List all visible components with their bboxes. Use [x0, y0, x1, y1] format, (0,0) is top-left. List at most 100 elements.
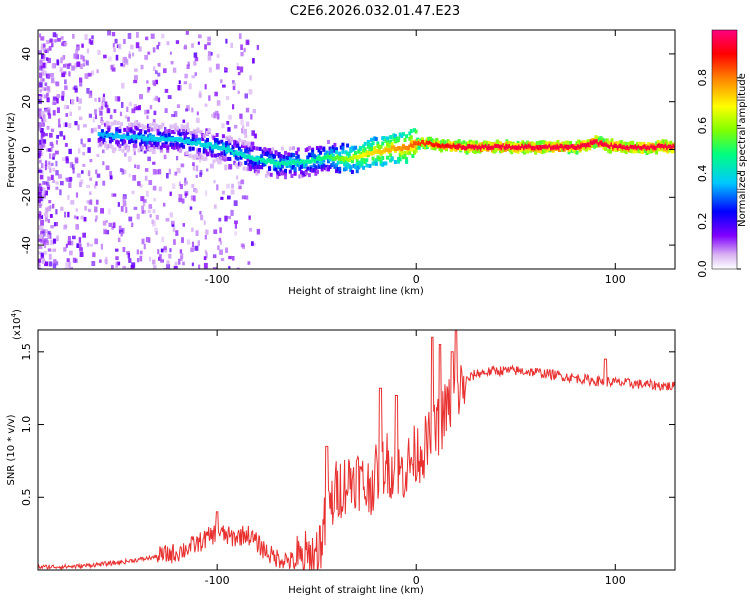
heatmap-cell: [147, 137, 151, 142]
heatmap-cell: [45, 181, 50, 186]
heatmap-cell: [409, 147, 413, 151]
heatmap-cell: [216, 53, 220, 58]
heatmap-cell: [503, 147, 507, 152]
heatmap-cell: [532, 145, 536, 150]
heatmap-cell: [67, 236, 71, 241]
heatmap-cell: [190, 247, 194, 253]
heatmap-cell: [263, 162, 267, 167]
heatmap-cell: [537, 146, 541, 151]
heatmap-cell: [41, 163, 44, 169]
heatmap-cell: [264, 152, 268, 156]
heatmap-cell: [389, 148, 393, 153]
heatmap-cell: [94, 98, 97, 102]
heatmap-cell: [245, 107, 250, 113]
heatmap-cell: [47, 109, 51, 116]
heatmap-cell: [300, 170, 303, 175]
heatmap-cell: [279, 154, 283, 158]
heatmap-cell: [604, 142, 608, 147]
heatmap-cell: [545, 148, 549, 152]
heatmap-cell: [309, 159, 313, 164]
heatmap-cell: [320, 160, 324, 165]
heatmap-cell: [312, 153, 316, 158]
heatmap-cell: [610, 142, 614, 147]
heatmap-cell: [39, 89, 42, 93]
heatmap-cell: [236, 143, 240, 148]
heatmap-cell: [75, 208, 78, 212]
heatmap-cell: [545, 142, 549, 146]
heatmap-cell: [330, 149, 334, 153]
heatmap-cell: [365, 158, 369, 163]
heatmap-cell: [639, 143, 643, 148]
heatmap-cell: [193, 52, 198, 58]
heatmap-cell: [661, 143, 665, 148]
heatmap-cell: [242, 153, 246, 158]
heatmap-cell: [120, 135, 123, 140]
heatmap-cell: [118, 129, 122, 134]
heatmap-cell: [145, 140, 149, 145]
heatmap-cell: [153, 144, 156, 149]
heatmap-cell: [57, 38, 61, 42]
heatmap-cell: [421, 137, 424, 142]
heatmap-cell: [193, 140, 197, 145]
heatmap-cell: [435, 137, 439, 142]
heatmap-cell: [217, 245, 220, 250]
heatmap-cell: [155, 169, 159, 175]
heatmap-cell: [49, 205, 52, 209]
heatmap-cell: [202, 145, 206, 150]
heatmap-cell: [389, 135, 393, 140]
heatmap-cell: [376, 141, 380, 146]
heatmap-cell: [144, 168, 149, 172]
heatmap-cell: [79, 81, 83, 87]
heatmap-cell: [185, 138, 189, 143]
heatmap-cell: [232, 82, 236, 86]
heatmap-cell: [100, 141, 104, 145]
heatmap-cell: [105, 130, 109, 135]
heatmap-cell: [108, 222, 113, 227]
heatmap-cell: [116, 134, 120, 139]
heatmap-cell: [186, 64, 190, 69]
heatmap-cell: [118, 225, 122, 230]
heatmap-cell: [586, 145, 590, 150]
heatmap-cell: [205, 190, 208, 196]
heatmap-cell: [46, 125, 50, 130]
heatmap-cell: [370, 142, 373, 147]
heatmap-cell: [510, 150, 514, 155]
heatmap-cell: [349, 168, 353, 173]
heatmap-cell: [40, 58, 44, 62]
heatmap-cell: [96, 173, 101, 178]
heatmap-cell: [102, 97, 106, 103]
heatmap-cell: [197, 240, 200, 246]
heatmap-cell: [214, 114, 217, 119]
heatmap-cell: [184, 44, 187, 49]
heatmap-cell: [156, 137, 160, 142]
heatmap-cell: [105, 133, 109, 138]
heatmap-cell: [79, 251, 84, 257]
heatmap-cell: [387, 142, 391, 147]
heatmap-cell: [263, 159, 267, 164]
heatmap-cell: [164, 108, 168, 113]
heatmap-cell: [651, 145, 655, 150]
heatmap-cell: [58, 118, 61, 125]
heatmap-cell: [123, 144, 127, 149]
heatmap-cell: [148, 123, 152, 128]
heatmap-cell: [56, 97, 59, 104]
heatmap-cell: [398, 146, 402, 151]
heatmap-cell: [55, 170, 59, 176]
heatmap-cell: [52, 248, 56, 252]
heatmap-cell: [392, 145, 396, 150]
heatmap-cell: [121, 57, 126, 64]
heatmap-cell: [269, 149, 273, 154]
heatmap-cell: [124, 115, 128, 119]
heatmap-cell: [39, 95, 43, 101]
heatmap-cell: [475, 149, 479, 154]
heatmap-cell: [487, 144, 491, 148]
heatmap-cell: [250, 145, 254, 150]
heatmap-cell: [66, 105, 70, 109]
heatmap-cell: [320, 167, 324, 172]
heatmap-cell: [535, 141, 539, 146]
heatmap-cell: [90, 40, 94, 45]
heatmap-cell: [46, 184, 51, 189]
heatmap-cell: [304, 148, 308, 153]
heatmap-cell: [548, 141, 552, 146]
